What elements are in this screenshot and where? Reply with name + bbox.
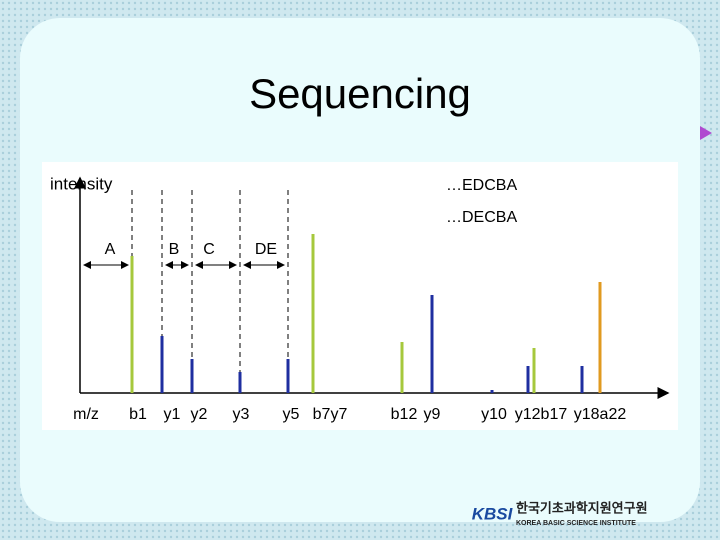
x-label: m/z <box>73 406 99 423</box>
rule-arrow <box>700 126 712 140</box>
logo-mark: KBSI <box>472 504 514 523</box>
figure <box>42 162 678 430</box>
peak-label: y2 <box>191 406 208 423</box>
axes <box>74 176 670 399</box>
peak-label: y9 <box>424 406 441 423</box>
sequence: …EDCBA <box>446 177 517 194</box>
segment: DE <box>255 241 277 258</box>
segment: C <box>203 241 215 258</box>
peak-label: b7y7 <box>313 406 348 423</box>
peaks <box>130 234 602 393</box>
peak-label: b12 <box>391 406 418 423</box>
sequence: …DECBA <box>446 209 517 226</box>
logo: KBSI 한국기초과학지원연구원 KOREA BASIC SCIENCE INS… <box>472 500 648 526</box>
peak-label: y5 <box>283 406 300 423</box>
segment: B <box>169 241 180 258</box>
peak-label: y10 <box>481 406 507 423</box>
peak-label: b1 <box>129 406 147 423</box>
logo-name-en: KOREA BASIC SCIENCE INSTITUTE <box>516 520 636 527</box>
peak-label: y3 <box>233 406 250 423</box>
segment: A <box>105 241 116 258</box>
logo-name: 한국기초과학지원연구원 <box>516 500 648 515</box>
peak-label: y12b17 <box>515 406 568 423</box>
peak-label: y18a22 <box>574 406 627 423</box>
y-label: intensity <box>50 174 113 193</box>
peak-label: y1 <box>164 406 181 423</box>
title: Sequencing <box>249 70 471 117</box>
